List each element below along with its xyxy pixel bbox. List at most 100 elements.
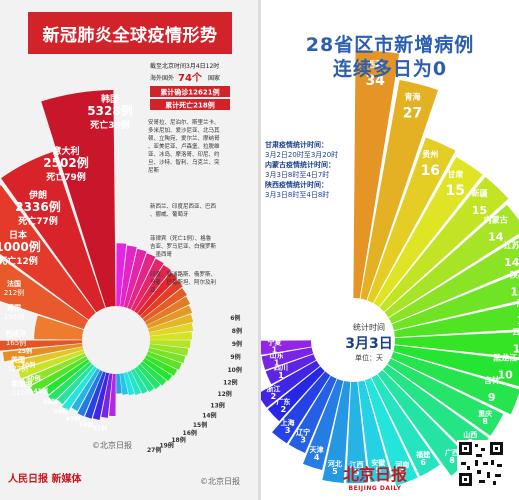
- bar-small-country: [119, 245, 137, 307]
- bar-small-country: [142, 287, 187, 322]
- bar-value-江西: 5: [354, 468, 360, 477]
- bar-label-意大利: 死亡79例: [45, 171, 86, 183]
- bar-label-广西: 广西: [445, 448, 459, 457]
- bar-美国: [13, 346, 84, 370]
- bar-value-low: 41例: [33, 387, 47, 395]
- bar-挪威: [84, 371, 106, 419]
- outer-count-label: 9例: [232, 340, 242, 348]
- bar-value-辽宁: 3: [300, 436, 306, 445]
- note-group1: 新西兰、印度尼西亚、巴西、挪威、葡萄牙: [150, 202, 217, 218]
- outer-count-label: 14例: [202, 412, 216, 420]
- bar-黑龙江: [393, 345, 519, 387]
- bar-value-吉林: 9: [488, 391, 496, 404]
- logo-en: BEIJING DAILY: [348, 485, 402, 492]
- bar-label-西藏: 西藏: [367, 59, 383, 69]
- note-gansu-time: 3月2日20时至3月20时: [265, 151, 339, 159]
- bar-山东: [261, 347, 314, 370]
- outer-count-label: 10例: [228, 366, 242, 374]
- bar-value-西班牙: 165例: [6, 338, 26, 347]
- bar-value-河北: 5: [332, 467, 338, 476]
- bar-value-内蒙古: 14: [488, 231, 504, 244]
- bar-small-country: [149, 331, 192, 340]
- outer-count-label: 15例: [193, 421, 207, 429]
- bar-value-甘肃: 15: [446, 183, 465, 199]
- bar-value-广西: 8: [449, 456, 455, 465]
- bar-label-青海: 青海: [404, 91, 420, 101]
- bar-法国: [34, 315, 84, 340]
- bar-label-甘肃: 甘肃: [447, 169, 463, 179]
- bar-value-新疆: 15: [472, 204, 487, 217]
- bar-山西: [382, 364, 489, 458]
- bar-small-country: [137, 272, 178, 316]
- outer-count-label: 18例: [171, 436, 185, 444]
- bar-label-江苏: 江苏: [504, 240, 519, 250]
- province-rose-chart: 西藏34青海27贵州16甘肃15新疆15内蒙古14江苏14陕西13海南13云南1…: [261, 50, 519, 486]
- bar-small-country: [116, 373, 122, 394]
- people-daily-logo: 人民日报 新媒体: [8, 474, 82, 485]
- bar-label-日本: 1000例: [0, 239, 41, 254]
- info-line2-prefix: 海外国外: [150, 74, 174, 82]
- total-deaths: 累计死亡218例: [165, 101, 215, 110]
- right-title-line2: 连续多日为0: [332, 58, 448, 80]
- note-group3: 印度、塞浦路斯、俄罗斯、丹麦、巴基斯坦、阿尔及利亚: [150, 270, 216, 294]
- bar-small-country: [123, 248, 147, 308]
- bar-value-广东: 2: [281, 405, 287, 414]
- total-confirmed-badge: [150, 86, 230, 97]
- bar-value-浙江: 2: [271, 392, 277, 401]
- bar-value-宁夏: 1: [272, 346, 278, 355]
- bar-label-辽宁: 辽宁: [296, 428, 310, 437]
- bar-value-福建: 6: [420, 458, 426, 467]
- bar-value-low: 36例: [43, 398, 57, 406]
- info-country-count: 74个: [178, 71, 203, 84]
- bar-small-country: [149, 340, 191, 348]
- bar-value-美国: 122例: [8, 364, 28, 373]
- bar-value-青海: 27: [403, 105, 422, 121]
- outer-count-label: 16例: [183, 429, 197, 437]
- bar-small-country: [149, 343, 189, 356]
- outer-count-label: 19例: [159, 442, 173, 450]
- bar-value-low: 25例: [18, 347, 32, 355]
- bar-value-云南: 12: [513, 343, 519, 356]
- bar-small-country: [144, 296, 191, 326]
- bar-value-low: 43例: [66, 415, 80, 423]
- bar-value-贵州: 16: [421, 163, 440, 179]
- bar-label-日本: 死亡12例: [0, 255, 38, 267]
- bar-label-上海: 上海: [281, 418, 295, 427]
- bar-云南: [394, 332, 519, 358]
- bar-宁夏: [261, 340, 312, 355]
- bar-value-新加坡: 110例: [12, 388, 32, 397]
- bar-label-山东: 山东: [270, 351, 284, 360]
- bar-四川: [265, 354, 317, 385]
- bar-瑞典: [101, 373, 113, 418]
- bar-label-日本: 日本: [9, 229, 28, 241]
- bar-label-贵州: 贵州: [422, 149, 438, 159]
- bar-value-德国: 196例: [4, 312, 24, 321]
- bar-天津: [302, 378, 344, 471]
- bar-德国: [0, 340, 83, 351]
- bar-small-country: [140, 279, 183, 319]
- bar-日本: [0, 260, 89, 330]
- bar-value-法国: 212例: [4, 288, 24, 297]
- bar-河南: [364, 377, 418, 486]
- bar-内蒙古: [384, 204, 519, 318]
- bar-small-country: [146, 351, 182, 370]
- bar-small-country: [149, 323, 194, 337]
- bar-江苏: [388, 237, 519, 324]
- bar-value-河南: 6: [399, 468, 405, 477]
- outer-count-label: 12例: [217, 390, 231, 398]
- bar-small-country: [127, 253, 156, 310]
- center-stat-box: 统计时间 3月3日 单位：天: [339, 322, 399, 363]
- bar-贵州: [367, 137, 456, 304]
- bar-value-黑龙江: 10: [497, 368, 513, 381]
- info-line2-suffix: 国家: [208, 74, 220, 82]
- bar-small-country: [127, 370, 142, 396]
- bar-label-安徽: 安徽: [371, 458, 386, 467]
- bar-重庆: [387, 358, 504, 436]
- bar-value-low: 30例: [21, 361, 35, 369]
- bar-value-low: 40例: [26, 374, 40, 382]
- bar-福建: [371, 374, 440, 477]
- note-small-countries: 安哥拉、尼泊尔、斯里兰卡、多米尼加、爱沙尼亚、北马其顿、立陶宛、爱尔兰、摩纳哥、…: [148, 118, 220, 174]
- bar-label-重庆: 重庆: [478, 409, 492, 418]
- bar-荷兰: [92, 372, 110, 420]
